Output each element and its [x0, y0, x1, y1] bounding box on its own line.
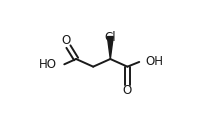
Text: O: O: [123, 84, 132, 97]
Text: HO: HO: [39, 58, 57, 71]
Text: Cl: Cl: [105, 31, 116, 44]
Text: O: O: [62, 34, 71, 47]
Text: OH: OH: [145, 55, 163, 68]
Polygon shape: [107, 37, 113, 59]
